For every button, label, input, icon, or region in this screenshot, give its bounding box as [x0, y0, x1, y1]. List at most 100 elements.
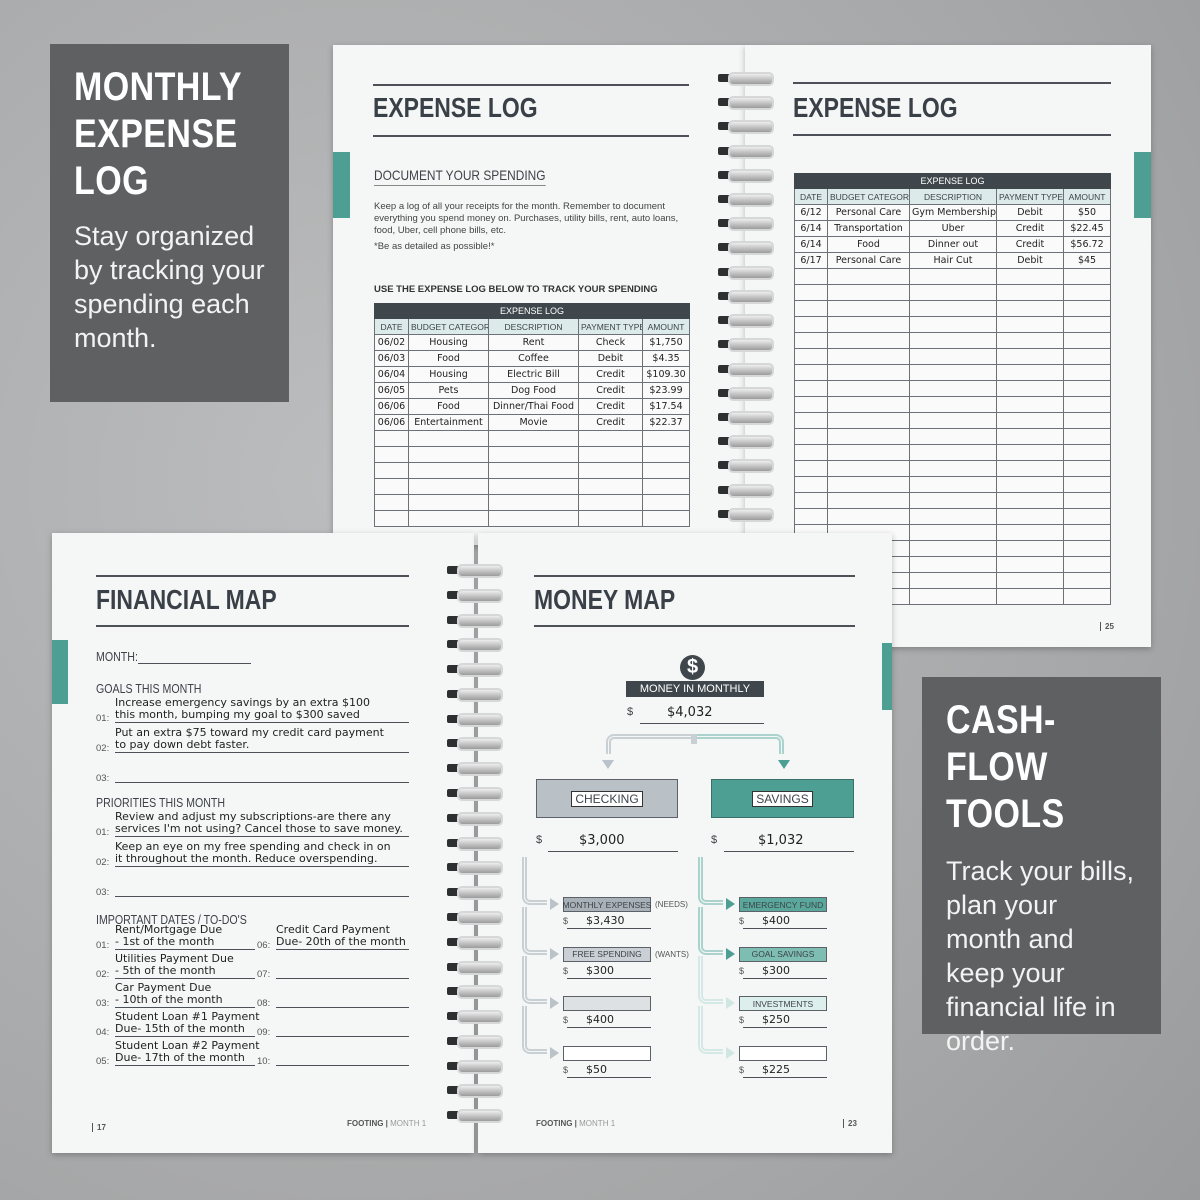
table-cell[interactable]: [909, 556, 997, 573]
table-cell[interactable]: [1062, 508, 1112, 525]
table-cell[interactable]: [408, 478, 489, 495]
table-cell[interactable]: [996, 476, 1064, 493]
table-cell[interactable]: [996, 588, 1064, 605]
table-cell[interactable]: [641, 478, 691, 495]
table-cell[interactable]: [996, 364, 1064, 381]
table-cell[interactable]: Hair Cut: [909, 252, 997, 269]
table-cell[interactable]: [827, 348, 910, 365]
table-cell[interactable]: 06/06: [374, 414, 409, 431]
table-cell[interactable]: [578, 462, 643, 479]
table-cell[interactable]: [909, 412, 997, 429]
table-cell[interactable]: [1062, 492, 1112, 509]
table-cell[interactable]: [909, 428, 997, 445]
table-cell[interactable]: [488, 494, 579, 511]
table-cell[interactable]: [794, 348, 828, 365]
table-cell[interactable]: $17.54: [641, 398, 691, 415]
table-cell[interactable]: [909, 540, 997, 557]
table-cell[interactable]: [488, 430, 579, 447]
item-input-line[interactable]: [276, 978, 409, 979]
table-cell[interactable]: Food: [408, 398, 489, 415]
item-input-line[interactable]: [115, 752, 409, 753]
table-cell[interactable]: [1062, 524, 1112, 541]
table-cell[interactable]: [1062, 316, 1112, 333]
table-cell[interactable]: 06/06: [374, 398, 409, 415]
table-cell[interactable]: [909, 508, 997, 525]
table-cell[interactable]: $1,750: [641, 334, 691, 351]
table-cell[interactable]: [909, 348, 997, 365]
table-cell[interactable]: Credit: [578, 398, 643, 415]
table-cell[interactable]: Pets: [408, 382, 489, 399]
table-cell[interactable]: 06/03: [374, 350, 409, 367]
table-cell[interactable]: Food: [827, 236, 910, 253]
table-cell[interactable]: [909, 364, 997, 381]
table-cell[interactable]: [827, 268, 910, 285]
table-cell[interactable]: Credit: [578, 382, 643, 399]
table-cell[interactable]: [1062, 300, 1112, 317]
table-cell[interactable]: [827, 396, 910, 413]
table-cell[interactable]: [408, 494, 489, 511]
item-input-line[interactable]: [115, 1065, 255, 1066]
table-cell[interactable]: [641, 446, 691, 463]
amount-line[interactable]: [743, 1076, 827, 1078]
table-cell[interactable]: [909, 444, 997, 461]
item-input-line[interactable]: [115, 782, 409, 783]
table-cell[interactable]: Housing: [408, 366, 489, 383]
amount-line[interactable]: [567, 1076, 651, 1078]
table-cell[interactable]: [1062, 380, 1112, 397]
table-cell[interactable]: [794, 332, 828, 349]
table-cell[interactable]: [374, 478, 409, 495]
table-cell[interactable]: $4.35: [641, 350, 691, 367]
amount-line[interactable]: [743, 1027, 827, 1028]
table-cell[interactable]: Uber: [909, 220, 997, 237]
table-cell[interactable]: $45: [1062, 252, 1112, 269]
table-cell[interactable]: Credit: [578, 414, 643, 431]
table-cell[interactable]: [1062, 540, 1112, 557]
table-cell[interactable]: [578, 446, 643, 463]
table-cell[interactable]: [909, 300, 997, 317]
table-cell[interactable]: [909, 268, 997, 285]
month-input[interactable]: [138, 663, 251, 664]
amount-line[interactable]: [743, 928, 827, 929]
table-cell[interactable]: [794, 428, 828, 445]
table-cell[interactable]: [996, 572, 1064, 589]
table-cell[interactable]: [408, 510, 489, 527]
table-cell[interactable]: [1062, 268, 1112, 285]
table-cell[interactable]: Personal Care: [827, 252, 910, 269]
table-cell[interactable]: [1062, 332, 1112, 349]
table-cell[interactable]: [996, 524, 1064, 541]
table-cell[interactable]: [794, 380, 828, 397]
table-cell[interactable]: [1062, 588, 1112, 605]
table-cell[interactable]: [641, 462, 691, 479]
table-cell[interactable]: [909, 460, 997, 477]
table-cell[interactable]: [1062, 396, 1112, 413]
table-cell[interactable]: [909, 572, 997, 589]
amount-line[interactable]: [743, 977, 827, 979]
table-cell[interactable]: Dog Food: [488, 382, 579, 399]
table-cell[interactable]: [996, 492, 1064, 509]
table-cell[interactable]: [641, 494, 691, 511]
table-cell[interactable]: [794, 476, 828, 493]
table-cell[interactable]: [996, 540, 1064, 557]
table-cell[interactable]: Debit: [996, 252, 1064, 269]
table-cell[interactable]: [827, 300, 910, 317]
table-cell[interactable]: [794, 412, 828, 429]
table-cell[interactable]: [1062, 476, 1112, 493]
table-cell[interactable]: Transportation: [827, 220, 910, 237]
table-cell[interactable]: [909, 524, 997, 541]
table-cell[interactable]: 06/05: [374, 382, 409, 399]
item-input-line[interactable]: [276, 1036, 409, 1037]
table-cell[interactable]: Entertainment: [408, 414, 489, 431]
table-cell[interactable]: $109.30: [641, 366, 691, 383]
table-cell[interactable]: [578, 494, 643, 511]
table-cell[interactable]: [1062, 412, 1112, 429]
amount-line[interactable]: [567, 977, 651, 979]
item-input-line[interactable]: [115, 1036, 255, 1037]
table-cell[interactable]: [996, 332, 1064, 349]
table-cell[interactable]: [794, 316, 828, 333]
table-cell[interactable]: [641, 430, 691, 447]
table-cell[interactable]: [909, 316, 997, 333]
table-cell[interactable]: [827, 284, 910, 301]
item-input-line[interactable]: [115, 896, 409, 897]
table-cell[interactable]: Credit: [578, 366, 643, 383]
table-cell[interactable]: $50: [1062, 204, 1112, 221]
